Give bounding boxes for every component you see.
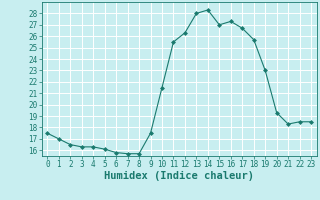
X-axis label: Humidex (Indice chaleur): Humidex (Indice chaleur) (104, 171, 254, 181)
